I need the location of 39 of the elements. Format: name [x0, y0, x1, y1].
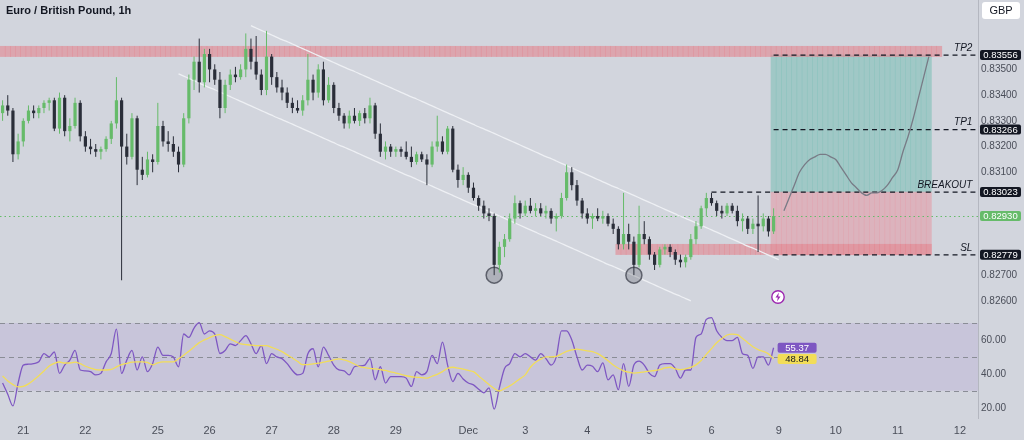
- y-tick-label: 0.83100: [981, 166, 1018, 178]
- y-tick-label: 0.83200: [981, 140, 1018, 152]
- x-tick-label: 10: [829, 423, 842, 436]
- y-tick-label: 20.00: [981, 401, 1007, 413]
- x-tick-label: 26: [203, 423, 216, 436]
- x-tick-label: 29: [389, 423, 402, 436]
- y-tick-label: 0.83300: [981, 114, 1018, 126]
- x-tick-label: 5: [646, 423, 653, 436]
- ref-line-label: 0.82930: [983, 210, 1018, 222]
- x-tick-label: 27: [265, 423, 278, 436]
- x-tick-label: 9: [775, 423, 782, 436]
- data-label: 0.83556: [983, 49, 1018, 61]
- data-label: 55.37: [785, 341, 809, 353]
- data-label: 0.83023: [983, 186, 1018, 198]
- x-tick-label: 21: [17, 423, 30, 436]
- series-label: SL: [960, 241, 973, 253]
- series-label: TP2: [954, 41, 973, 53]
- series-label: TP1: [954, 116, 973, 128]
- x-tick-label: 6: [708, 423, 715, 436]
- x-tick-label: 4: [584, 423, 591, 436]
- y-tick-label: 40.00: [981, 367, 1007, 379]
- x-tick-label: 25: [151, 423, 164, 436]
- y-tick-label: 60.00: [981, 333, 1007, 345]
- data-label: 0.82779: [983, 248, 1018, 260]
- y-tick-label: 0.82700: [981, 268, 1018, 280]
- x-tick-label: 11: [892, 423, 904, 436]
- data-label: 48.84: [785, 353, 809, 364]
- x-tick-label: 28: [327, 423, 340, 436]
- data-label: 0.83266: [983, 123, 1018, 135]
- y-tick-label: 0.82600: [981, 294, 1018, 306]
- series-label: BREAKOUT: [917, 178, 974, 190]
- x-tick-label: Dec: [458, 423, 479, 436]
- y-tick-label: 0.83500: [981, 63, 1018, 75]
- chart-title: Euro / British Pound, 1h: [6, 4, 132, 17]
- y-tick-label: 0.83400: [981, 88, 1018, 100]
- x-tick-label: 12: [953, 423, 967, 436]
- x-tick-label: 22: [79, 423, 92, 436]
- x-tick-label: 3: [522, 423, 529, 436]
- y-axis-title: GBP: [989, 4, 1013, 17]
